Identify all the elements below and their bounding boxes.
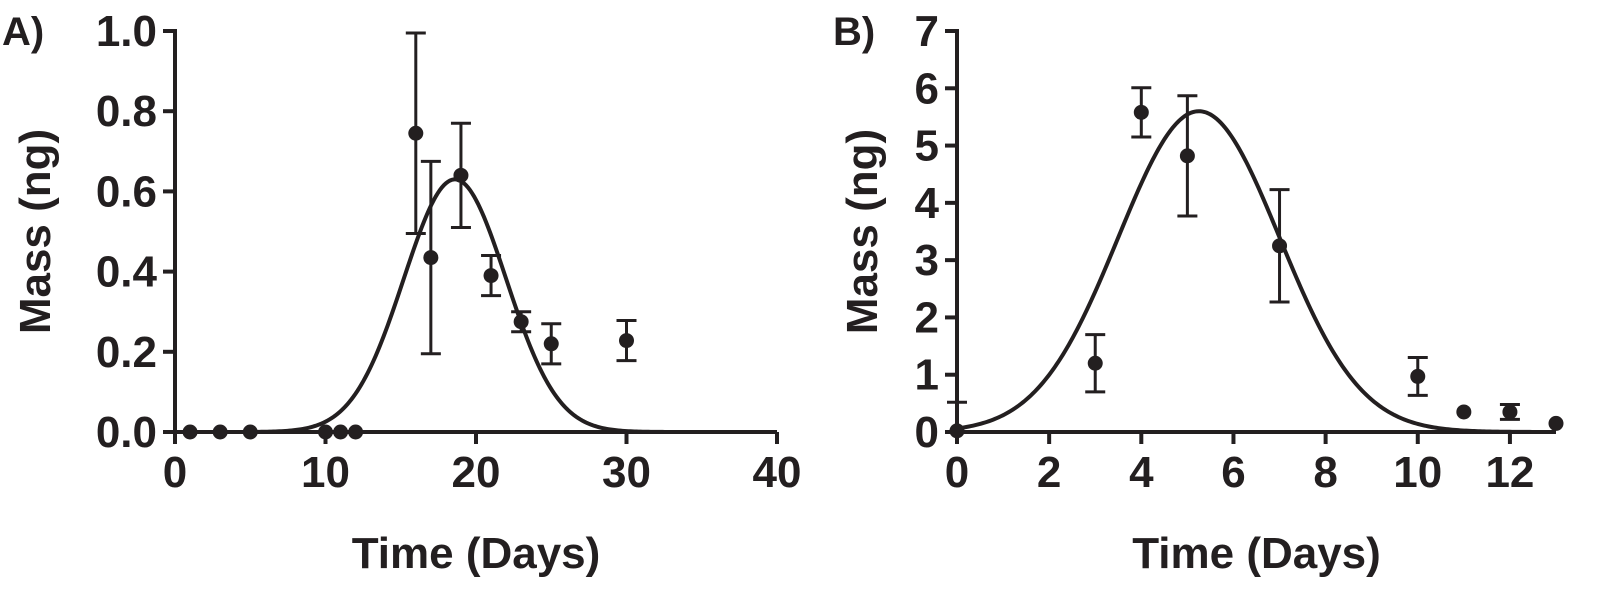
y-tick-label: 6 [915,64,939,113]
y-tick-label: 0.0 [96,408,157,457]
y-tick-label: 5 [915,122,939,171]
x-axis-label: Time (Days) [1132,529,1381,578]
data-point [1502,404,1518,420]
y-tick-label: 4 [915,179,940,228]
y-tick-label: 0.2 [96,328,157,377]
data-point [318,424,333,440]
panel-a: A) 0 10 20 30 40 0.0 0.2 0.4 0.6 0.8 1.0 Time (Days)… [2,7,801,578]
y-tick-label: 2 [915,293,939,342]
x-tick-label: 12 [1485,448,1534,497]
x-tick-label: 0 [945,448,969,497]
x-tick-label: 30 [602,448,651,497]
data-point [1087,355,1103,371]
x-tick-label: 20 [452,448,501,497]
y-tick-label: 0.8 [96,87,157,136]
data-point [1456,404,1472,420]
y-tick-label: 0 [915,408,939,457]
data-point [1410,368,1426,384]
x-tick-label: 6 [1221,448,1245,497]
data-point [212,424,228,440]
data-point [619,333,634,349]
data-point [348,424,364,440]
y-tick-label: 7 [915,7,939,56]
data-point [1548,415,1564,431]
data-point [513,314,529,330]
data-point [333,424,349,440]
x-tick-label: 10 [301,448,350,497]
x-tick-label: 8 [1313,448,1337,497]
y-tick-label: 0.4 [96,248,158,297]
x-tick-label: 40 [753,448,802,497]
y-axis-label: Mass (ng) [11,129,60,334]
data-point [483,268,499,284]
panel-label: B) [833,10,875,54]
fit-curve [956,109,1556,434]
data-point [1272,238,1288,254]
y-tick-label: 3 [915,236,939,285]
y-tick-label: 1 [915,351,939,400]
x-tick-label: 4 [1129,448,1154,497]
x-tick-label: 0 [163,448,187,497]
data-point [423,250,439,266]
y-tick-label: 1.0 [96,7,157,56]
x-axis-label: Time (Days) [352,529,601,578]
data-point [182,424,198,440]
data-point [453,167,469,183]
y-tick-label: 0.6 [96,167,157,216]
x-tick-label: 2 [1037,448,1061,497]
data-point [408,125,424,141]
data-point [949,423,965,439]
data-point [1179,148,1195,164]
data-point [242,424,258,440]
data-point [543,336,559,352]
y-axis-label: Mass (ng) [838,129,887,334]
panel-label: A) [2,10,44,54]
fit-curve [175,177,777,434]
data-point [1133,104,1149,120]
x-tick-label: 10 [1393,448,1442,497]
